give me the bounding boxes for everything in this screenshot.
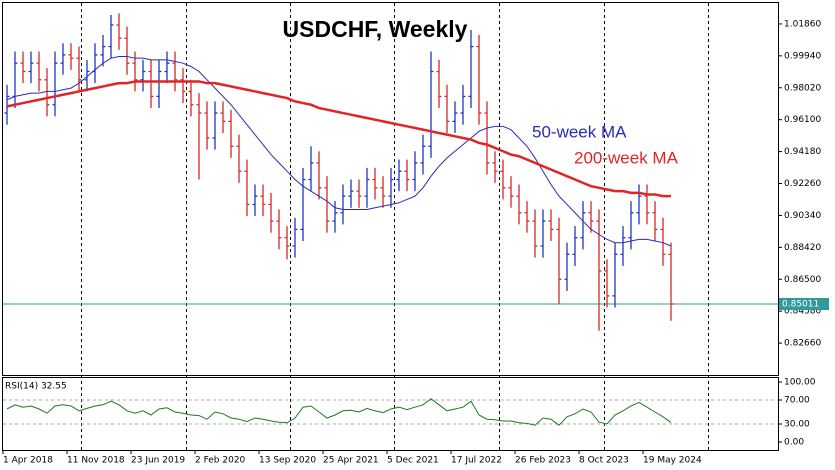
ma-label: 50-week MA [532, 122, 627, 141]
rsi-y-tick-label: 0.00 [784, 438, 804, 448]
x-tick-label: 23 Jun 2019 [131, 456, 185, 466]
rsi-label: RSI(14) 32.55 [5, 382, 67, 392]
y-tick-label: 0.96100 [784, 115, 821, 125]
x-tick-label: 5 Dec 2021 [387, 456, 439, 466]
y-tick-label: 1.01860 [784, 19, 821, 29]
y-tick-label: 0.94180 [784, 147, 821, 157]
x-tick-label: 26 Feb 2023 [515, 456, 571, 466]
price-marker [779, 298, 829, 311]
rsi-y-tick-label: 30.00 [784, 420, 810, 430]
x-tick-label: 19 May 2024 [643, 456, 702, 466]
x-tick-label: 1 Apr 2018 [3, 456, 53, 466]
x-tick-label: 8 Oct 2023 [579, 456, 629, 466]
y-tick-label: 0.86500 [784, 275, 821, 285]
price-pane [2, 2, 779, 376]
x-tick-label: 2 Feb 2020 [195, 456, 246, 466]
y-tick-label: 0.84580 [784, 307, 821, 317]
y-tick-label: 0.82660 [784, 339, 821, 349]
vertical-grid [81, 3, 709, 450]
x-tick-label: 17 Jul 2022 [451, 456, 502, 466]
chart-title: USDCHF, Weekly [283, 16, 468, 42]
rsi-y-tick-label: 70.00 [784, 396, 810, 406]
ma-line [6, 80, 671, 198]
ma-label: 200-week MA [574, 148, 679, 167]
x-tick-label: 11 Nov 2018 [67, 456, 125, 466]
y-tick-label: 0.90340 [784, 211, 821, 221]
y-tick-label: 0.92260 [784, 179, 821, 189]
rsi-pane [2, 377, 779, 451]
price-marker-label: 0.85011 [782, 300, 819, 310]
rsi-y-tick-label: 100.00 [784, 378, 816, 388]
x-tick-label: 25 Apr 2021 [323, 456, 379, 466]
y-tick-label: 0.98020 [784, 83, 821, 93]
y-tick-label: 0.88420 [784, 243, 821, 253]
ma-line [6, 56, 672, 247]
rsi-line [6, 398, 672, 426]
y-tick-label: 0.99940 [784, 51, 821, 61]
x-tick-label: 13 Sep 2020 [259, 456, 316, 466]
